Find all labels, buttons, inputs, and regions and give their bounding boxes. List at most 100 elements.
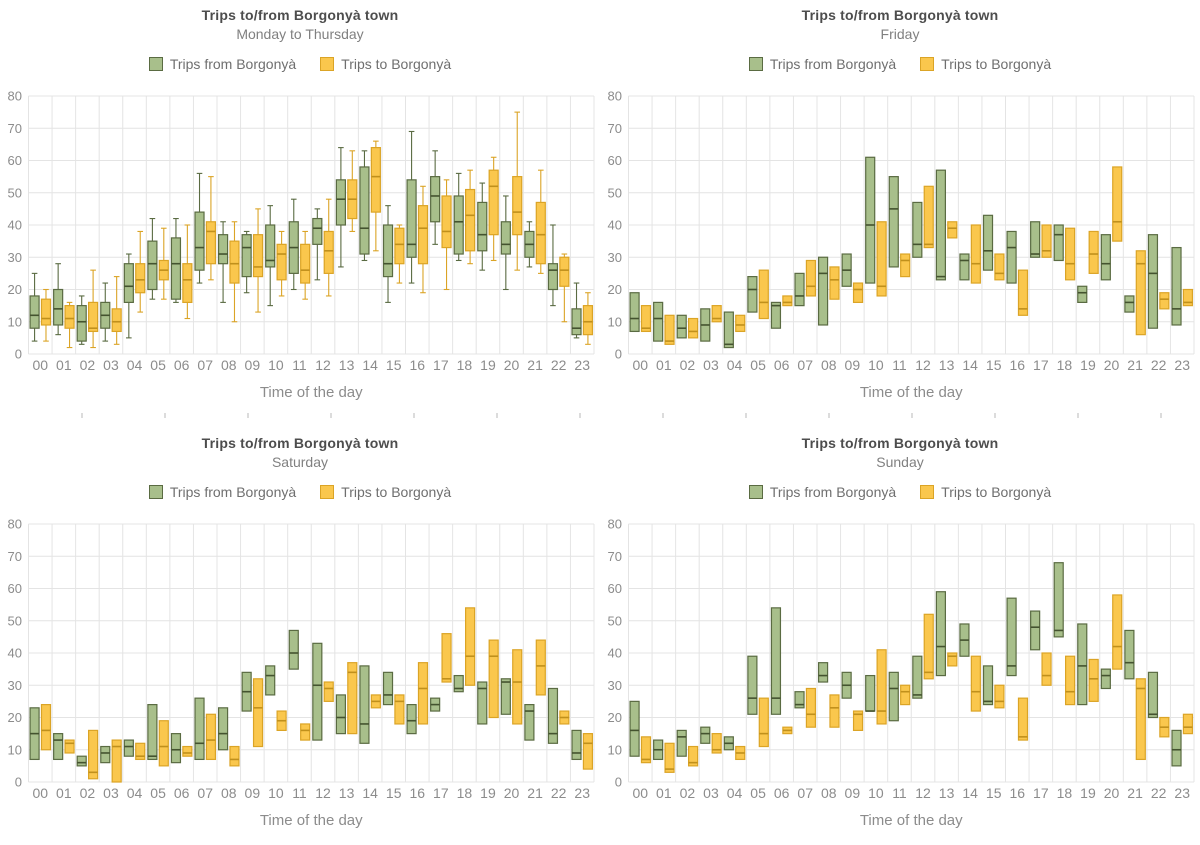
chart-cell-monday-thursday: Trips to/from Borgonyà town Monday to Th… [0, 0, 600, 428]
svg-text:70: 70 [8, 549, 22, 564]
svg-text:60: 60 [608, 153, 622, 168]
svg-text:06: 06 [174, 785, 190, 801]
svg-text:10: 10 [868, 357, 884, 373]
svg-text:23: 23 [574, 785, 590, 801]
legend-label-to: Trips to Borgonyà [941, 484, 1052, 500]
svg-text:07: 07 [197, 357, 213, 373]
svg-text:03: 03 [703, 357, 719, 373]
svg-text:12: 12 [315, 357, 331, 373]
svg-text:14: 14 [362, 785, 378, 801]
boxplot-saturday: 0 10 20 30 40 50 60 70 80 00 01 02 03 04 05 06 07 08 09 10 1… [8, 517, 595, 829]
svg-text:19: 19 [1080, 785, 1096, 801]
legend-swatch-to-icon [320, 57, 335, 71]
svg-text:16: 16 [409, 785, 425, 801]
svg-text:08: 08 [821, 357, 837, 373]
svg-text:18: 18 [457, 357, 473, 373]
legend: Trips from Borgonyà Trips to Borgonyà [600, 56, 1200, 72]
svg-text:12: 12 [915, 785, 931, 801]
svg-text:19: 19 [480, 357, 496, 373]
svg-text:10: 10 [8, 314, 22, 329]
svg-text:Time of the day: Time of the day [260, 812, 363, 829]
svg-text:13: 13 [939, 357, 955, 373]
legend-swatch-from-icon [748, 57, 763, 71]
svg-text:0: 0 [15, 347, 22, 362]
svg-text:05: 05 [750, 785, 766, 801]
svg-text:04: 04 [727, 785, 743, 801]
svg-text:22: 22 [1151, 785, 1167, 801]
legend-item-from: Trips from Borgonyà [148, 56, 296, 72]
svg-text:40: 40 [8, 646, 22, 661]
svg-text:14: 14 [962, 785, 978, 801]
svg-text:30: 30 [8, 678, 22, 693]
svg-text:02: 02 [680, 357, 696, 373]
chart-cell-sunday: Trips to/from Borgonyà town Sunday Trips… [600, 428, 1200, 845]
svg-text:10: 10 [8, 742, 22, 757]
svg-text:12: 12 [315, 785, 331, 801]
legend-item-from: Trips from Borgonyà [148, 484, 296, 500]
legend-item-from: Trips from Borgonyà [748, 56, 897, 72]
svg-text:60: 60 [608, 581, 622, 596]
legend-item-to: Trips to Borgonyà [320, 484, 451, 500]
svg-text:00: 00 [632, 785, 648, 801]
svg-text:16: 16 [1009, 357, 1025, 373]
svg-text:16: 16 [409, 357, 425, 373]
svg-text:10: 10 [608, 314, 622, 329]
chart-title: Trips to/from Borgonyà town [801, 435, 999, 451]
legend-label-from: Trips from Borgonyà [769, 56, 897, 72]
chart-cell-saturday: Trips to/from Borgonyà town Saturday Tri… [0, 428, 600, 845]
svg-text:21: 21 [1127, 785, 1143, 801]
legend-swatch-from-icon [148, 485, 163, 499]
svg-text:60: 60 [8, 581, 22, 596]
svg-text:09: 09 [245, 785, 261, 801]
svg-text:20: 20 [504, 785, 520, 801]
svg-text:20: 20 [8, 282, 22, 297]
svg-text:22: 22 [551, 785, 567, 801]
svg-text:11: 11 [892, 357, 907, 373]
legend-label-from: Trips from Borgonyà [769, 484, 897, 500]
svg-text:13: 13 [339, 785, 355, 801]
legend-item-from: Trips from Borgonyà [748, 484, 897, 500]
svg-text:10: 10 [868, 785, 884, 801]
svg-text:09: 09 [245, 357, 261, 373]
boxplot-sunday: 0 10 20 30 40 50 60 70 80 00 01 02 03 04 05 06 07 08 09 10 1… [608, 517, 1195, 829]
legend: Trips from Borgonyà Trips to Borgonyà [0, 56, 600, 72]
svg-text:19: 19 [480, 785, 496, 801]
svg-text:07: 07 [797, 785, 813, 801]
svg-text:03: 03 [703, 785, 719, 801]
svg-text:15: 15 [986, 357, 1002, 373]
legend-label-to: Trips to Borgonyà [941, 56, 1052, 72]
svg-text:07: 07 [197, 785, 213, 801]
svg-text:15: 15 [386, 785, 402, 801]
svg-text:17: 17 [1033, 357, 1049, 373]
svg-text:0: 0 [15, 775, 22, 790]
svg-text:14: 14 [362, 357, 378, 373]
svg-text:20: 20 [1104, 357, 1120, 373]
svg-text:09: 09 [845, 785, 861, 801]
legend-swatch-from-icon [748, 485, 763, 499]
svg-text:50: 50 [608, 185, 622, 200]
svg-text:05: 05 [750, 357, 766, 373]
svg-text:05: 05 [150, 357, 166, 373]
svg-text:80: 80 [8, 89, 22, 104]
svg-text:14: 14 [962, 357, 978, 373]
svg-text:03: 03 [103, 357, 119, 373]
legend-item-to: Trips to Borgonyà [320, 56, 451, 72]
legend-swatch-to-icon [920, 57, 935, 71]
svg-text:11: 11 [892, 785, 907, 801]
legend-swatch-to-icon [320, 485, 335, 499]
svg-text:30: 30 [8, 250, 22, 265]
svg-text:15: 15 [986, 785, 1002, 801]
svg-text:01: 01 [56, 357, 72, 373]
svg-text:12: 12 [915, 357, 931, 373]
svg-text:00: 00 [632, 357, 648, 373]
chart-title: Trips to/from Borgonyà town [201, 435, 399, 451]
svg-text:70: 70 [608, 549, 622, 564]
svg-text:00: 00 [32, 357, 48, 373]
svg-text:50: 50 [8, 185, 22, 200]
svg-text:23: 23 [1174, 357, 1190, 373]
svg-text:11: 11 [292, 357, 307, 373]
svg-text:17: 17 [433, 357, 449, 373]
svg-text:22: 22 [551, 357, 567, 373]
chart-subtitle: Monday to Thursday [236, 26, 364, 42]
